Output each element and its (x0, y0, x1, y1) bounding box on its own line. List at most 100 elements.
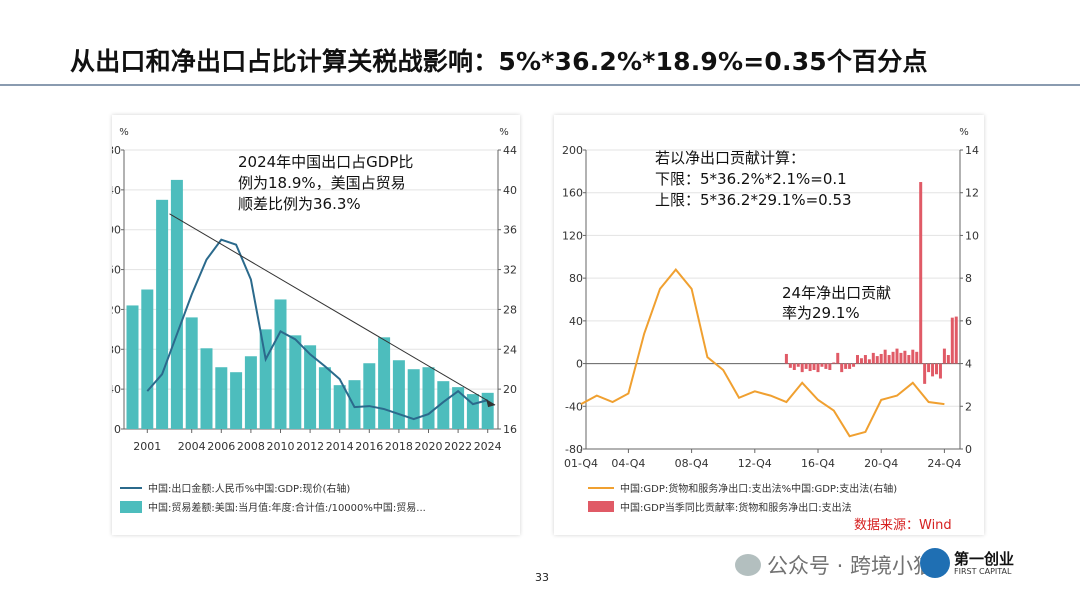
trend-arrowhead (486, 399, 496, 408)
y-tick-left: 0 (576, 358, 583, 371)
bar (200, 348, 213, 429)
bar (170, 179, 183, 429)
legend-label: 中国:出口金额:人民币%中国:GDP:现价(右轴) (148, 482, 350, 495)
bar (931, 363, 935, 377)
legend-bar-swatch (120, 501, 142, 513)
x-tick: 2001 (133, 440, 161, 453)
y-tick-right: 20 (503, 383, 517, 396)
annotation-line: 24年净出口贡献 (782, 284, 891, 302)
bar (828, 363, 832, 370)
bar (824, 363, 828, 369)
y-tick-left: 280 (112, 144, 121, 157)
unit-left: % (119, 127, 129, 138)
y-tick-left: 120 (112, 303, 121, 316)
x-tick: 12-Q4 (738, 457, 772, 470)
y-tick-right: 4 (965, 358, 972, 371)
y-tick-left: 200 (112, 224, 121, 237)
legend-bar-swatch (588, 501, 614, 512)
bar (792, 363, 796, 370)
bar (318, 367, 331, 429)
y-tick-right: 10 (965, 229, 979, 242)
y-tick-left: 120 (562, 229, 583, 242)
y-tick-left: -80 (565, 443, 583, 456)
bar (832, 362, 836, 364)
y-tick-right: 12 (965, 187, 979, 200)
bar (230, 372, 243, 429)
logo-globe-icon (920, 548, 950, 578)
bar (274, 299, 287, 429)
bar (808, 363, 812, 372)
annotation-line: 上限：5*36.2*29.1%=0.53 (655, 191, 852, 209)
bar (848, 363, 852, 369)
y-tick-right: 44 (503, 144, 517, 157)
right-chart-panel: -80 0 -40 2 0 4 40 6 80 8 120 10 160 12 200 14% 01-Q4 04-… (554, 115, 984, 535)
y-tick-left: 160 (562, 187, 583, 200)
annotation-line: 若以净出口贡献计算： (655, 149, 805, 167)
bar (422, 367, 435, 429)
bar (950, 317, 954, 364)
bar (392, 360, 405, 429)
bar (927, 363, 931, 373)
wechat-icon (735, 554, 761, 576)
bar (784, 353, 788, 364)
bar (804, 363, 808, 369)
x-tick: 01-Q4 (564, 457, 598, 470)
y-tick-left: 40 (112, 383, 121, 396)
x-tick: 2004 (178, 440, 206, 453)
bar (844, 363, 848, 369)
right-chart: -80 0 -40 2 0 4 40 6 80 8 120 10 160 12 200 14% 01-Q4 04-… (562, 127, 979, 533)
left-chart: 0 16 40 20 80 24 120 28 160 32 200 36 240 40 280 44%% 20… (112, 127, 517, 514)
bar (946, 355, 950, 364)
bar (879, 353, 883, 364)
x-tick: 20-Q4 (864, 457, 898, 470)
bar (820, 363, 824, 367)
bar (796, 363, 800, 367)
y-tick-right: 40 (503, 184, 517, 197)
title-divider (0, 84, 1080, 86)
annotation-line: 率为29.1% (782, 304, 860, 322)
bar (935, 363, 938, 375)
x-tick: 16-Q4 (801, 457, 835, 470)
y-tick-left: 40 (569, 315, 583, 328)
x-tick: 2010 (267, 440, 295, 453)
x-tick: 2012 (296, 440, 324, 453)
y-tick-right: 14 (965, 144, 979, 157)
bar (954, 316, 958, 364)
bar (915, 351, 919, 364)
y-tick-left: 240 (112, 184, 121, 197)
line-series (146, 238, 488, 421)
x-tick: 24-Q4 (927, 457, 961, 470)
x-tick: 2020 (415, 440, 443, 453)
bar (348, 380, 361, 429)
bar (185, 317, 198, 429)
bar (875, 356, 879, 364)
logo-text-cn: 第一创业 (954, 550, 1015, 568)
legend-label: 中国:GDP:货物和服务净出口:支出法%中国:GDP:支出法(右轴) (620, 482, 897, 495)
bar (903, 350, 907, 364)
bar (407, 369, 420, 429)
trend-line (169, 213, 496, 406)
y-tick-right: 28 (503, 303, 517, 316)
bar (452, 387, 465, 429)
y-tick-right: 32 (503, 264, 517, 277)
y-tick-left: 200 (562, 144, 583, 157)
bar (938, 363, 942, 379)
bar (363, 363, 376, 429)
bar (289, 335, 302, 429)
annotation-line: 顺差比例为36.3% (238, 195, 361, 213)
bar (215, 367, 228, 429)
bar (919, 182, 923, 364)
bar (840, 363, 844, 373)
y-tick-right: 36 (503, 224, 517, 237)
x-tick: 2008 (237, 440, 265, 453)
bar (883, 349, 887, 364)
bar (156, 199, 169, 429)
x-tick: 2024 (474, 440, 502, 453)
x-tick: 2014 (326, 440, 354, 453)
x-tick: 2006 (207, 440, 235, 453)
bar (942, 348, 946, 364)
bar (304, 345, 317, 429)
y-tick-left: -40 (565, 400, 583, 413)
bar (891, 351, 895, 364)
x-tick: 2018 (385, 440, 413, 453)
